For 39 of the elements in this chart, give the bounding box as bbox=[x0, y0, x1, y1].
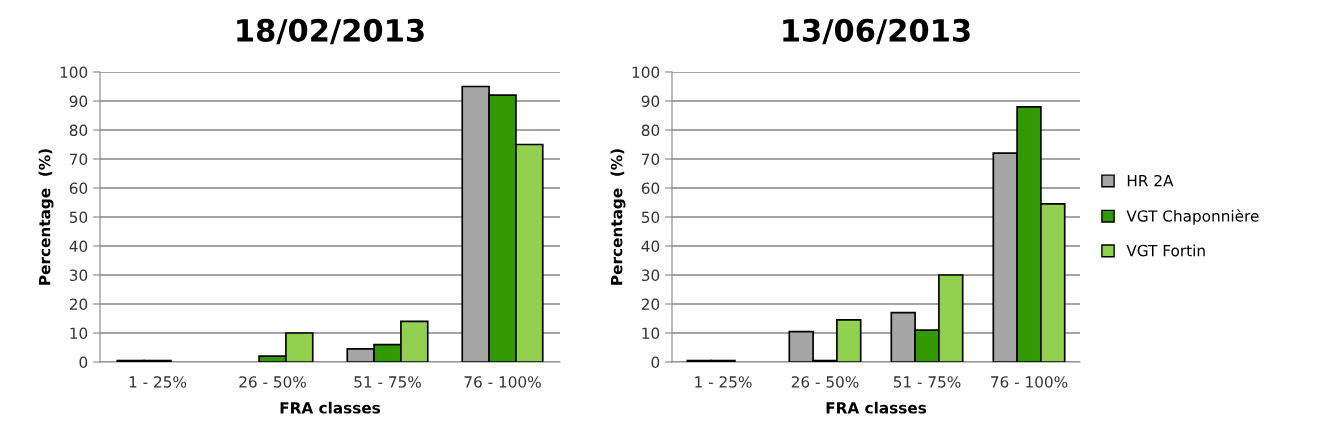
legend-label: VGT Chaponnière bbox=[1126, 209, 1259, 225]
y-tick-label: 10 bbox=[70, 327, 88, 340]
y-tick-label: 0 bbox=[79, 356, 88, 369]
x-tick-label: 1 - 25% bbox=[129, 376, 187, 388]
y-tick-label: 50 bbox=[69, 211, 88, 224]
legend-label: HR 2A bbox=[1127, 174, 1174, 187]
y-tick-label: 60 bbox=[69, 182, 88, 195]
chart-title: 18/02/2013 bbox=[237, 18, 424, 45]
x-tick-label: 51 - 75% bbox=[354, 376, 421, 388]
legend-label: VGT Fortin bbox=[1126, 244, 1205, 257]
x-tick-label: 26 - 50% bbox=[791, 376, 859, 388]
x-tick-label: 76 - 100% bbox=[464, 376, 541, 388]
x-axis-title: FRA classes bbox=[826, 401, 927, 414]
y-tick-label: 30 bbox=[641, 269, 660, 282]
y-tick-label: 30 bbox=[69, 269, 88, 282]
x-tick-label: 51 - 75% bbox=[893, 376, 961, 388]
y-tick-label: 60 bbox=[641, 182, 660, 195]
y-tick-label: 20 bbox=[641, 298, 660, 311]
y-tick-label: 100 bbox=[60, 66, 88, 79]
y-tick-label: 20 bbox=[69, 298, 88, 311]
y-tick-label: 80 bbox=[641, 124, 660, 137]
x-tick-label: 26 - 50% bbox=[239, 376, 306, 388]
x-tick-label: 1 - 25% bbox=[695, 376, 752, 388]
y-tick-label: 90 bbox=[641, 95, 660, 108]
y-tick-label: 50 bbox=[641, 211, 660, 224]
chart-title: 13/06/2013 bbox=[783, 18, 970, 45]
x-tick-label: 76 - 100% bbox=[991, 376, 1068, 388]
y-tick-label: 90 bbox=[69, 95, 88, 108]
y-tick-label: 70 bbox=[70, 153, 88, 166]
y-tick-label: 40 bbox=[69, 240, 88, 253]
y-tick-label: 80 bbox=[69, 124, 88, 137]
y-tick-label: 70 bbox=[642, 153, 660, 166]
y-axis-title: Percentage (%) bbox=[38, 149, 54, 285]
y-tick-label: 40 bbox=[641, 240, 660, 253]
y-tick-label: 100 bbox=[632, 66, 660, 79]
y-axis-title: Percentage (%) bbox=[610, 149, 626, 285]
x-axis-title: FRA classes bbox=[280, 401, 381, 414]
y-tick-label: 0 bbox=[651, 356, 660, 369]
y-tick-label: 10 bbox=[642, 327, 660, 340]
